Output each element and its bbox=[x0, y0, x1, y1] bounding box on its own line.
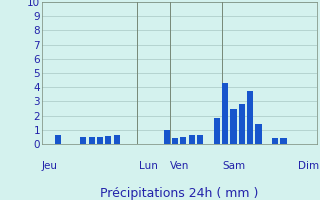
Bar bbox=[197, 135, 203, 144]
Text: Dim: Dim bbox=[298, 161, 319, 171]
Bar bbox=[89, 137, 95, 144]
Bar bbox=[114, 135, 120, 144]
Text: Précipitations 24h ( mm ): Précipitations 24h ( mm ) bbox=[100, 187, 258, 200]
Bar bbox=[180, 137, 187, 144]
Text: Lun: Lun bbox=[140, 161, 158, 171]
Bar bbox=[105, 136, 111, 144]
Bar bbox=[97, 137, 103, 144]
Text: Ven: Ven bbox=[170, 161, 189, 171]
Bar bbox=[230, 108, 236, 144]
Bar bbox=[55, 135, 61, 144]
Bar bbox=[172, 138, 178, 144]
Text: Sam: Sam bbox=[223, 161, 246, 171]
Bar bbox=[214, 118, 220, 144]
Bar bbox=[188, 135, 195, 144]
Bar bbox=[272, 138, 278, 144]
Bar bbox=[164, 130, 170, 144]
Text: Jeu: Jeu bbox=[42, 161, 58, 171]
Bar bbox=[222, 83, 228, 144]
Bar bbox=[247, 91, 253, 144]
Bar bbox=[239, 104, 245, 144]
Bar bbox=[255, 124, 261, 144]
Bar bbox=[280, 138, 287, 144]
Bar bbox=[80, 137, 86, 144]
